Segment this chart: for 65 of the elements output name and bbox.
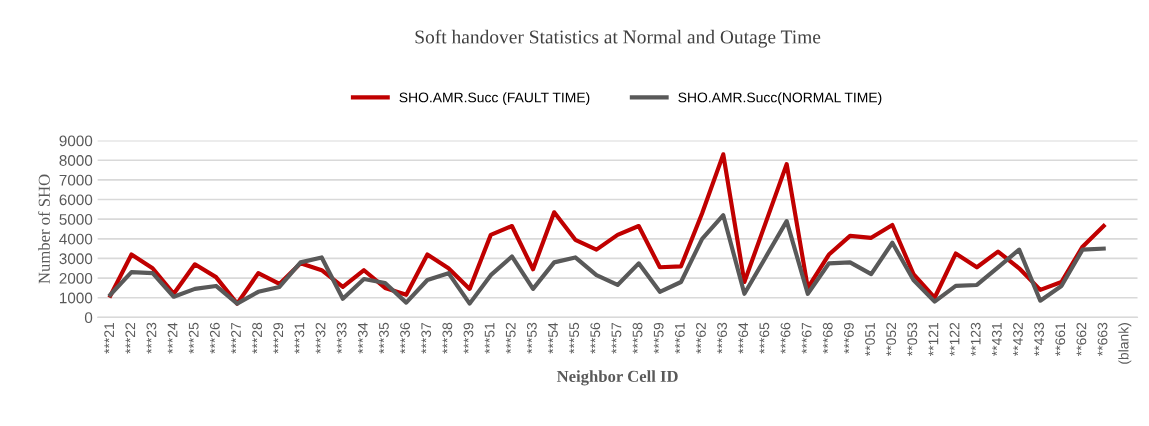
x-tick-label: ***37 — [421, 322, 432, 354]
x-tick-label: ***28 — [252, 322, 263, 354]
x-tick-label: ***67 — [801, 322, 812, 354]
line-series — [108, 213, 1106, 306]
x-tick-label: ***64 — [738, 322, 749, 354]
x-tick-label: **121 — [928, 322, 939, 356]
y-tick-label: 2000 — [59, 272, 93, 284]
x-tick-label: ***31 — [294, 322, 305, 354]
legend-label: SHO.AMR.Succ(NORMAL TIME) — [678, 92, 882, 106]
x-tick-label: ***38 — [442, 322, 453, 354]
x-tick-label: ***22 — [125, 322, 136, 354]
x-tick-label: ***23 — [146, 322, 157, 354]
y-tick-label: 6000 — [59, 194, 93, 206]
y-tick-label: 4000 — [59, 233, 93, 245]
x-tick-label: **662 — [1076, 322, 1087, 356]
x-tick-label: ***51 — [484, 322, 495, 354]
x-axis-title: Neighbor Cell ID — [556, 370, 678, 386]
x-tick-label: **123 — [970, 322, 981, 356]
x-tick-label: **663 — [1097, 322, 1108, 356]
x-tick-label: **053 — [907, 322, 918, 356]
x-tick-label: ***58 — [632, 322, 643, 354]
y-tick-label: 0 — [84, 312, 93, 324]
x-tick-label: ***55 — [569, 322, 580, 354]
x-tick-label: ***54 — [548, 322, 558, 354]
x-tick-label: ***26 — [209, 322, 220, 354]
x-tick-label: ***32 — [315, 322, 326, 354]
x-tick-label: ***59 — [653, 322, 664, 354]
x-tick-label: ***57 — [611, 322, 622, 354]
x-tick-label: ***39 — [463, 322, 474, 354]
y-tick-label: 9000 — [59, 135, 93, 147]
y-tick-label: 5000 — [59, 214, 93, 225]
x-tick-label: ***24 — [167, 322, 178, 354]
x-tick-label: **052 — [886, 322, 897, 356]
x-tick-label: ***69 — [843, 322, 854, 354]
x-tick-label: ***61 — [674, 322, 685, 354]
x-tick-label: ***34 — [357, 322, 368, 354]
x-tick-label: **431 — [991, 322, 1002, 356]
x-tick-label: ***33 — [336, 322, 347, 354]
x-tick-label: **122 — [949, 322, 960, 356]
x-tick-label: ***35 — [379, 322, 389, 354]
x-tick-label: ***68 — [822, 322, 833, 354]
x-tick-label: ***53 — [526, 322, 537, 354]
x-tick-label: ***25 — [188, 322, 199, 354]
x-tick-label: ***29 — [273, 322, 284, 354]
x-tick-label: **051 — [865, 322, 875, 356]
x-tick-label: ***27 — [231, 322, 241, 354]
legend-label: SHO.AMR.Succ (FAULT TIME) — [399, 92, 590, 106]
y-tick-label: 3000 — [59, 253, 93, 265]
y-tick-label: 7000 — [59, 174, 93, 186]
y-tick-label: 8000 — [59, 155, 93, 166]
x-tick-label: **661 — [1055, 322, 1066, 356]
chart-title: Soft handover Statistics at Normal and Outage Time — [415, 29, 821, 48]
x-tick-label: ***56 — [590, 322, 601, 354]
x-tick-label: (blank) — [1118, 323, 1132, 364]
x-tick-label: ***66 — [780, 322, 791, 354]
y-tick-label: 1000 — [59, 292, 93, 304]
x-tick-label: ***21 — [104, 322, 114, 354]
x-tick-label: **432 — [1013, 322, 1023, 356]
x-tick-label: ***52 — [505, 322, 516, 354]
x-tick-label: ***65 — [759, 322, 770, 354]
x-tick-label: ***36 — [400, 322, 410, 354]
y-axis-title: Number of SHO — [37, 174, 50, 284]
x-tick-label: **433 — [1034, 322, 1045, 356]
x-tick-label: ***62 — [696, 322, 706, 354]
x-tick-label: ***63 — [717, 322, 727, 354]
